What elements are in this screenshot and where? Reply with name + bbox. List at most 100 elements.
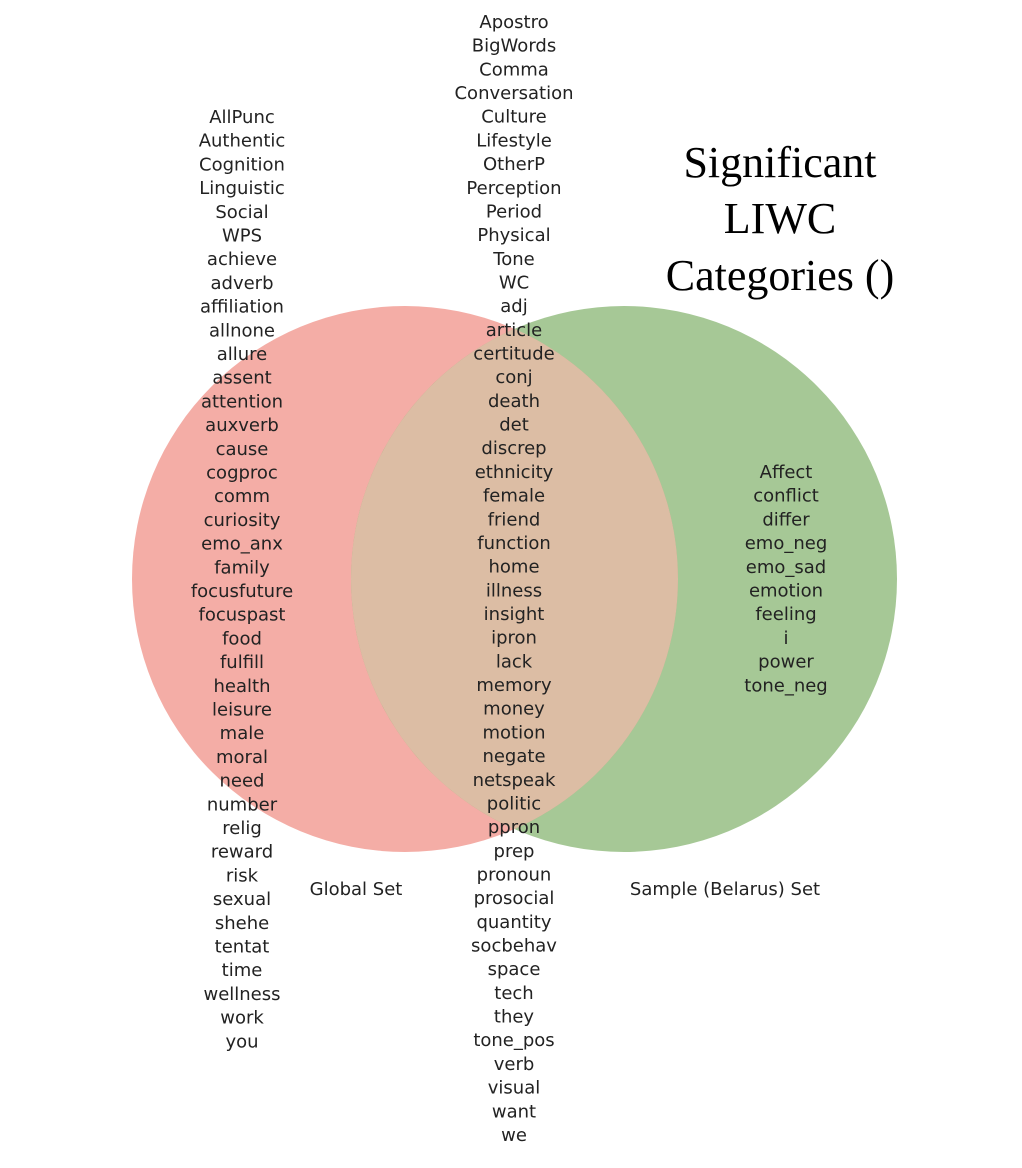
global-only-word: curiosity xyxy=(204,510,281,531)
intersection-word: space xyxy=(488,959,541,980)
intersection-word: Apostro xyxy=(479,12,548,33)
intersection-word: BigWords xyxy=(472,36,556,57)
global-only-word: Authentic xyxy=(199,131,286,152)
global-only-word: focuspast xyxy=(199,605,286,626)
global-only-word: tentat xyxy=(215,937,270,958)
intersection-word: negate xyxy=(482,746,545,767)
global-only-word: Linguistic xyxy=(199,178,285,199)
intersection-word: tone_pos xyxy=(473,1030,554,1051)
intersection-word: socbehav xyxy=(471,936,557,957)
sample-only-word: emo_neg xyxy=(745,533,828,554)
global-only-word: need xyxy=(220,771,265,792)
intersection-word: ethnicity xyxy=(475,462,554,483)
global-only-word: assent xyxy=(212,368,271,389)
intersection-region xyxy=(351,328,678,830)
intersection-word: we xyxy=(501,1125,527,1146)
global-only-word: achieve xyxy=(207,249,277,270)
intersection-word: money xyxy=(483,699,545,720)
intersection-word: Period xyxy=(486,201,542,222)
intersection-word: lack xyxy=(496,651,533,672)
global-only-word: reward xyxy=(211,842,273,863)
intersection-word: discrep xyxy=(481,438,546,459)
intersection-word: verb xyxy=(494,1054,535,1075)
global-only-word: AllPunc xyxy=(209,107,275,128)
global-only-word: WPS xyxy=(222,226,262,247)
global-only-word: sexual xyxy=(213,889,271,910)
global-only-word: allure xyxy=(217,344,268,365)
intersection-word: insight xyxy=(484,604,545,625)
global-only-word: you xyxy=(225,1031,258,1052)
global-only-word: wellness xyxy=(203,984,280,1005)
intersection-word: Physical xyxy=(477,225,550,246)
intersection-word: politic xyxy=(487,793,541,814)
global-only-word: Social xyxy=(215,202,268,223)
intersection-word: Conversation xyxy=(454,83,573,104)
sample-only-word: i xyxy=(783,628,788,649)
global-only-word: Cognition xyxy=(199,154,285,175)
global-only-word: comm xyxy=(214,486,270,507)
intersection-word: det xyxy=(499,415,529,436)
global-only-word: cogproc xyxy=(206,463,278,484)
sample-only-word: emotion xyxy=(749,581,823,602)
intersection-word: adj xyxy=(500,296,527,317)
global-only-word: male xyxy=(220,723,265,744)
global-only-word: affiliation xyxy=(200,297,284,318)
sample-only-word: differ xyxy=(762,509,810,530)
sample-only-word: feeling xyxy=(755,604,816,625)
intersection-word: ppron xyxy=(488,817,540,838)
intersection-word: prosocial xyxy=(474,888,555,909)
global-only-word: food xyxy=(222,628,262,649)
intersection-word: prep xyxy=(494,841,535,862)
global-only-word: fulfill xyxy=(220,652,264,673)
intersection-word: Tone xyxy=(492,249,534,270)
global-only-word: work xyxy=(220,1008,264,1029)
title-line-1: Significant xyxy=(683,138,876,187)
global-only-word: attention xyxy=(201,391,283,412)
intersection-word: death xyxy=(488,391,540,412)
sample-only-word: emo_sad xyxy=(746,557,826,578)
sample-only-word: tone_neg xyxy=(744,675,827,696)
global-only-word: time xyxy=(222,960,263,981)
global-only-word: leisure xyxy=(212,700,272,721)
title-line-3: Categories () xyxy=(666,251,894,300)
sample-set-label: Sample (Belarus) Set xyxy=(630,879,820,900)
global-only-word: cause xyxy=(216,439,269,460)
global-only-word: risk xyxy=(226,865,259,886)
global-set-label: Global Set xyxy=(310,879,403,900)
intersection-word: pronoun xyxy=(477,864,552,885)
intersection-word: certitude xyxy=(473,344,554,365)
title-line-2: LIWC xyxy=(724,194,836,243)
intersection-word: visual xyxy=(488,1078,540,1099)
intersection-word: motion xyxy=(482,722,545,743)
intersection-word: OtherP xyxy=(483,154,545,175)
global-only-word: emo_anx xyxy=(201,534,283,555)
intersection-word: article xyxy=(486,320,542,341)
intersection-word: tech xyxy=(494,983,533,1004)
intersection-word: WC xyxy=(499,272,529,293)
diagram-title: Significant LIWC Categories () xyxy=(666,138,894,300)
sample-only-word: power xyxy=(758,652,814,673)
global-only-word: health xyxy=(214,676,271,697)
intersection-word: female xyxy=(483,486,545,507)
intersection-word: they xyxy=(494,1007,535,1028)
global-only-word: allnone xyxy=(209,320,275,341)
intersection-word: Comma xyxy=(479,59,549,80)
intersection-word: want xyxy=(492,1101,536,1122)
intersection-word: illness xyxy=(486,580,542,601)
sample-only-word: conflict xyxy=(753,486,819,507)
global-only-word: focusfuture xyxy=(191,581,293,602)
intersection-word: ipron xyxy=(491,628,537,649)
sample-only-word: Affect xyxy=(760,462,813,483)
global-only-word: shehe xyxy=(215,913,269,934)
intersection-word: friend xyxy=(488,509,541,530)
intersection-word: Lifestyle xyxy=(476,130,552,151)
intersection-word: home xyxy=(488,557,539,578)
global-only-word: number xyxy=(207,794,278,815)
global-only-word: moral xyxy=(216,747,268,768)
intersection-word: Perception xyxy=(466,178,561,199)
intersection-word: quantity xyxy=(476,912,551,933)
global-only-word: relig xyxy=(222,818,262,839)
